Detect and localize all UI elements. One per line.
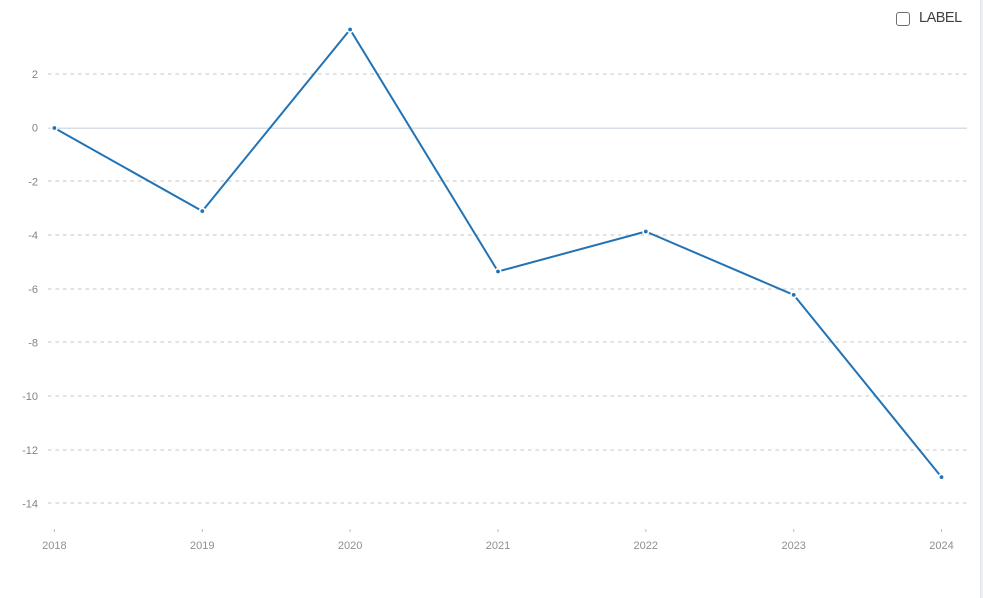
svg-text:-2: -2 <box>28 176 38 188</box>
svg-text:2019: 2019 <box>190 540 214 552</box>
svg-text:-14: -14 <box>22 499 38 511</box>
svg-text:-8: -8 <box>28 338 38 350</box>
svg-text:-4: -4 <box>28 230 38 242</box>
svg-text:-12: -12 <box>22 445 38 457</box>
svg-text:2022: 2022 <box>634 540 658 552</box>
svg-text:-6: -6 <box>28 284 38 296</box>
svg-text:0: 0 <box>32 123 38 135</box>
svg-text:2020: 2020 <box>338 540 362 552</box>
svg-text:2021: 2021 <box>486 540 510 552</box>
svg-text:2: 2 <box>32 69 38 81</box>
svg-text:-10: -10 <box>22 391 38 403</box>
svg-text:2024: 2024 <box>929 540 953 552</box>
svg-text:2023: 2023 <box>781 540 805 552</box>
svg-text:2018: 2018 <box>42 540 66 552</box>
